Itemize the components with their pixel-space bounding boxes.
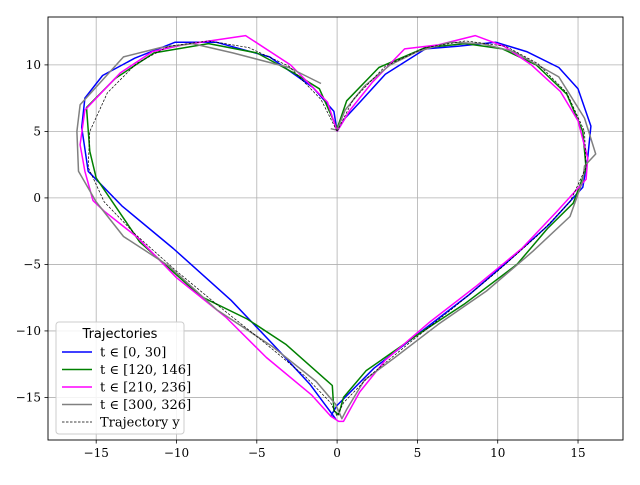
series-line-1	[80, 41, 592, 420]
y-tick-label: −15	[16, 390, 41, 404]
series-line-3	[79, 34, 589, 423]
y-tick-label: 10	[26, 58, 41, 72]
legend-label-1: t ∈ [0, 30]	[100, 346, 166, 361]
y-tick-label: −5	[23, 257, 41, 271]
legend-label-3: t ∈ [210, 236]	[100, 381, 191, 396]
y-tick-label: 5	[33, 124, 41, 138]
y-tick-label: 0	[33, 191, 41, 205]
y-tick-label: −10	[16, 324, 41, 338]
x-tick-label: −15	[84, 446, 109, 460]
legend-title: Trajectories	[82, 327, 158, 342]
x-tick-label: −5	[248, 446, 266, 460]
plot-frame	[47, 16, 624, 441]
legend-box	[55, 321, 185, 435]
x-tick-label: 5	[414, 446, 422, 460]
legend-label-5: Trajectory y	[100, 416, 180, 431]
x-tick-label: 15	[570, 446, 585, 460]
legend: Trajectories t ∈ [0, 30] t ∈ [120, 146] t …	[55, 321, 191, 435]
grid	[48, 17, 623, 440]
x-tick-label: 0	[333, 446, 341, 460]
x-tick-label: −10	[164, 446, 189, 460]
legend-label-4: t ∈ [300, 326]	[100, 398, 191, 413]
series-group	[76, 34, 597, 423]
axis-ticks: −15 −10 −5 0 5 10 15 −15 −10 −5 0 5 10	[16, 58, 586, 460]
legend-label-2: t ∈ [120, 146]	[100, 363, 191, 378]
x-tick-label: 10	[490, 446, 505, 460]
